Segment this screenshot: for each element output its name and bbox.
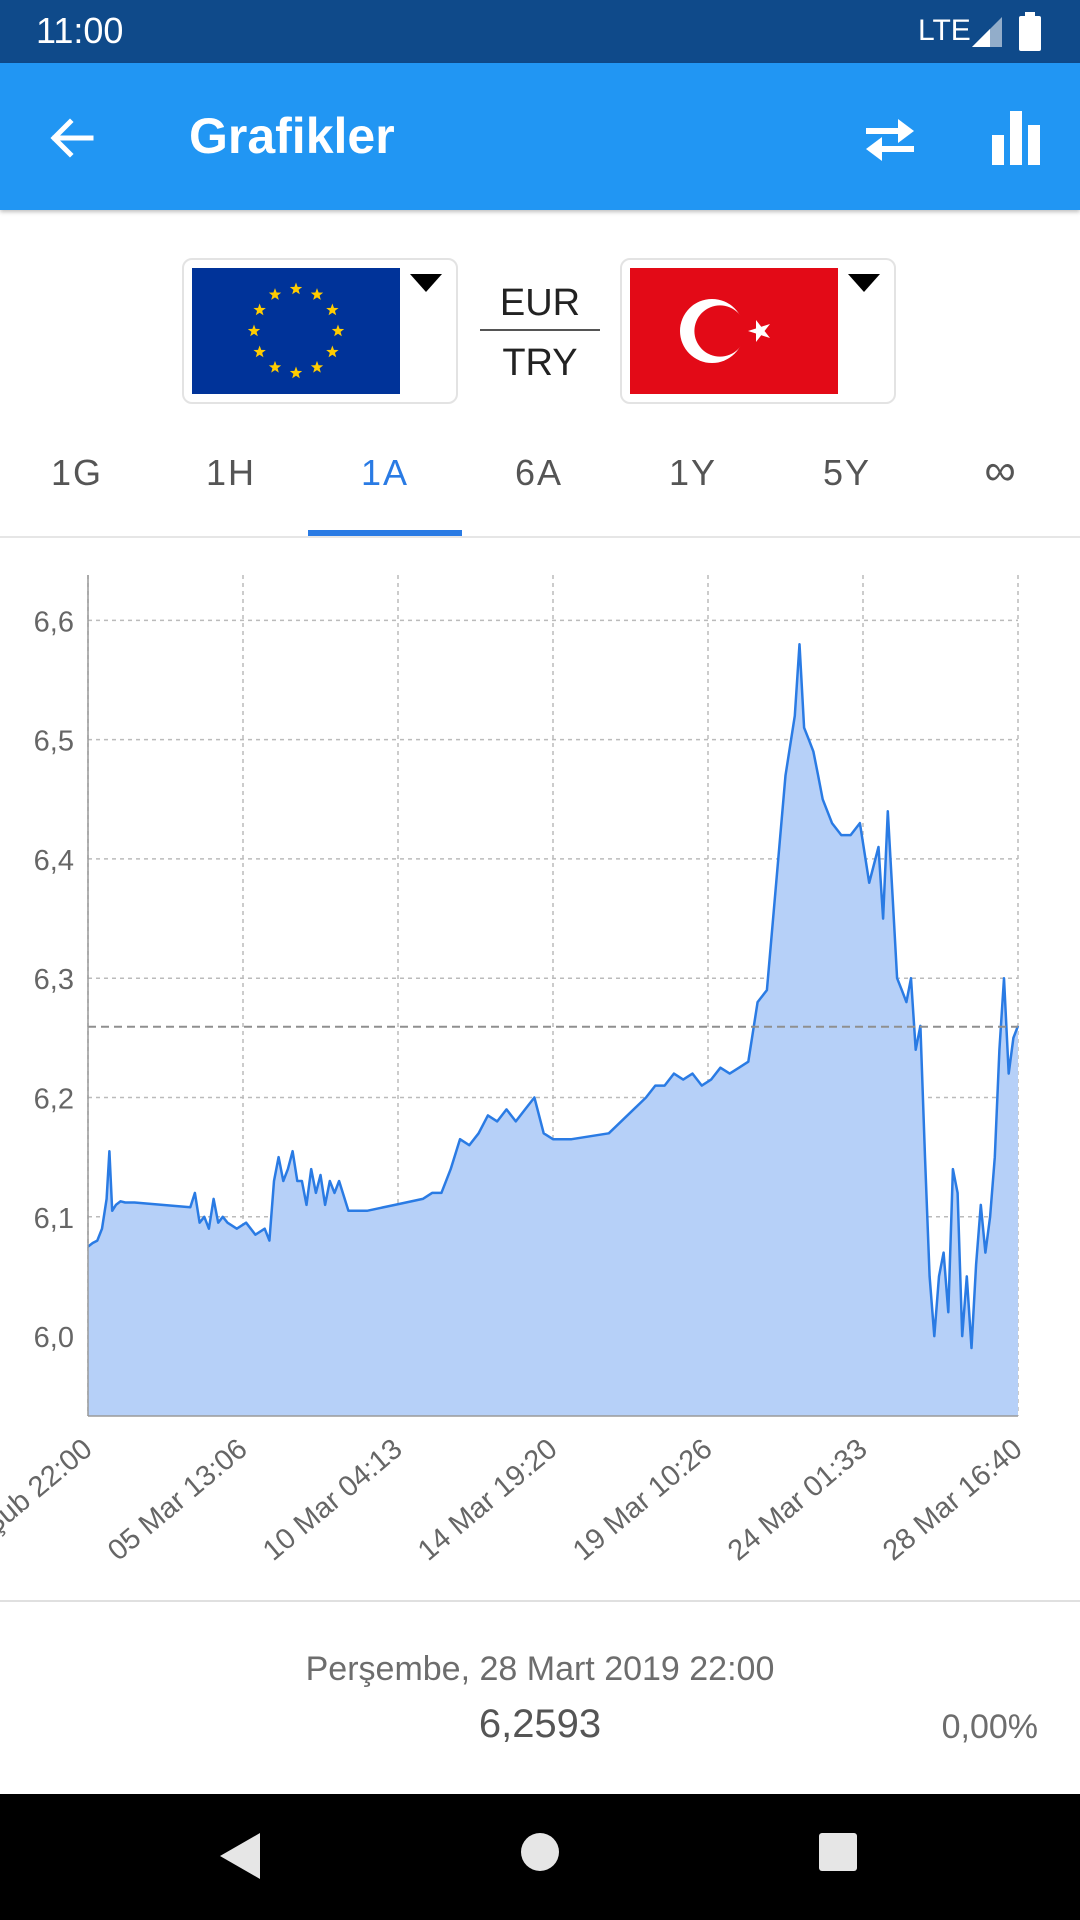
x-tick-label: 19 Mar 10:26 xyxy=(567,1433,718,1567)
from-currency-code: EUR xyxy=(499,282,581,324)
eu-star xyxy=(289,282,303,295)
bar-chart-icon[interactable] xyxy=(988,107,1044,167)
eu-star xyxy=(326,345,339,358)
status-time: 11:00 xyxy=(36,10,124,51)
y-tick-label: 6,6 xyxy=(34,606,74,638)
to-currency-code: TRY xyxy=(502,342,578,384)
to-currency-selector[interactable] xyxy=(620,258,896,404)
battery-icon xyxy=(1019,12,1041,51)
signal-icon xyxy=(972,17,1002,47)
chart-axes xyxy=(87,575,1018,1417)
status-bar: 11:00 LTE xyxy=(0,0,1080,63)
nav-back-icon[interactable] xyxy=(216,1831,262,1881)
system-nav-bar xyxy=(0,1794,1080,1920)
dropdown-icon xyxy=(848,274,880,292)
network-type: LTE xyxy=(918,14,971,47)
chart-divider xyxy=(0,1600,1080,1602)
nav-home-icon[interactable] xyxy=(520,1832,560,1872)
from-currency-selector[interactable] xyxy=(182,258,458,404)
swap-icon[interactable] xyxy=(858,107,922,171)
x-tick-label: 14 Mar 19:20 xyxy=(412,1433,563,1567)
app-bar: Grafikler xyxy=(0,63,1080,210)
eu-star xyxy=(253,303,266,316)
x-tick-label: 28 Şub 22:00 xyxy=(0,1433,98,1568)
selected-date: Perşembe, 28 Mart 2019 22:00 xyxy=(305,1650,775,1688)
y-tick-label: 6,4 xyxy=(34,845,74,877)
eu-star xyxy=(326,303,339,316)
dropdown-icon xyxy=(410,274,442,292)
tab-indicator xyxy=(308,530,462,536)
eu-star xyxy=(253,345,266,358)
rate-change-percent: 0,00% xyxy=(941,1708,1038,1746)
chart-area-fill xyxy=(88,644,1018,1416)
x-tick-label: 05 Mar 13:06 xyxy=(102,1433,253,1567)
tab-all[interactable]: ∞ xyxy=(984,446,1018,495)
period-tabs: 1G 1H 1A 6A 1Y 5Y ∞ xyxy=(0,430,1080,538)
tab-1h[interactable]: 1H xyxy=(205,452,257,493)
arrow-back-icon[interactable] xyxy=(46,113,96,163)
x-tick-label: 10 Mar 04:13 xyxy=(257,1433,408,1567)
eu-star xyxy=(289,366,303,379)
turkey-flag-icon xyxy=(630,268,838,394)
eu-star xyxy=(268,360,282,373)
eu-star xyxy=(310,288,324,300)
y-axis-ticks: 6,6 6,5 6,4 6,3 6,2 6,1 6,0 xyxy=(34,606,74,1354)
eu-star xyxy=(310,360,324,373)
x-tick-label: 24 Mar 01:33 xyxy=(722,1433,873,1567)
tab-5y[interactable]: 5Y xyxy=(822,452,872,493)
chart-series-line xyxy=(87,642,1020,1350)
tab-1a[interactable]: 1A xyxy=(360,452,410,493)
tab-1y[interactable]: 1Y xyxy=(668,452,718,493)
eu-star xyxy=(247,324,261,337)
eu-flag-icon xyxy=(192,268,400,394)
tab-6a[interactable]: 6A xyxy=(514,452,564,493)
x-tick-label: 28 Mar 16:40 xyxy=(877,1433,1028,1567)
eu-star xyxy=(268,288,282,300)
y-tick-label: 6,1 xyxy=(34,1203,74,1235)
tab-1g[interactable]: 1G xyxy=(50,452,104,493)
y-tick-label: 6,0 xyxy=(34,1322,74,1354)
pair-divider xyxy=(480,329,600,331)
page-title: Grafikler xyxy=(189,108,395,164)
eu-star xyxy=(331,324,345,337)
y-tick-label: 6,5 xyxy=(34,726,74,758)
y-tick-label: 6,2 xyxy=(34,1083,74,1115)
y-tick-label: 6,3 xyxy=(34,964,74,996)
selected-rate-value: 6,2593 xyxy=(478,1702,602,1746)
nav-recent-icon[interactable] xyxy=(818,1832,858,1872)
